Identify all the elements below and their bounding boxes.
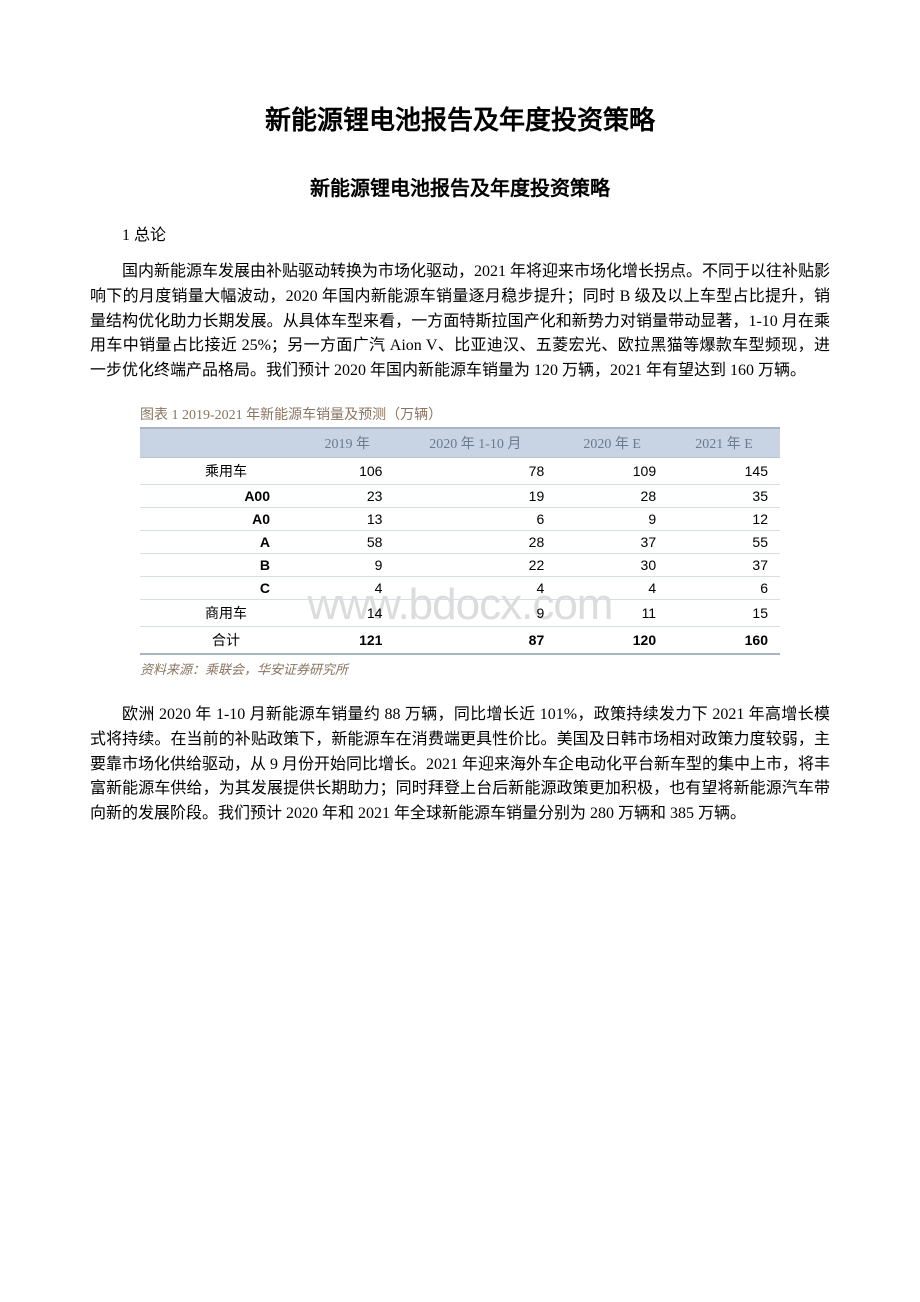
table-cell: 37 — [556, 530, 668, 553]
table-cell: 121 — [300, 626, 394, 654]
table-caption: 图表 1 2019-2021 年新能源车销量及预测（万辆） — [140, 404, 780, 424]
table-cell: 30 — [556, 553, 668, 576]
table-cell: B — [140, 553, 300, 576]
table-cell: 55 — [668, 530, 780, 553]
paragraph-2: 欧洲 2020 年 1-10 月新能源车销量约 88 万辆，同比增长近 101%… — [90, 703, 830, 827]
table-cell: 28 — [556, 484, 668, 507]
table-cell: 87 — [394, 626, 556, 654]
table-header-cell: 2021 年 E — [668, 428, 780, 458]
table-cell: 37 — [668, 553, 780, 576]
table-row: 合计12187120160 — [140, 626, 780, 654]
table-cell: 22 — [394, 553, 556, 576]
table-cell: 商用车 — [140, 599, 300, 626]
table-header-cell — [140, 428, 300, 458]
table-cell: 120 — [556, 626, 668, 654]
table-header-cell: 2020 年 1-10 月 — [394, 428, 556, 458]
table-cell: 4 — [300, 576, 394, 599]
table-cell: 合计 — [140, 626, 300, 654]
table-cell: 28 — [394, 530, 556, 553]
table-cell: C — [140, 576, 300, 599]
table-cell: 6 — [668, 576, 780, 599]
table-cell: 11 — [556, 599, 668, 626]
table-cell: 35 — [668, 484, 780, 507]
table-cell: 9 — [300, 553, 394, 576]
table-cell: 145 — [668, 457, 780, 484]
table-cell: 106 — [300, 457, 394, 484]
table-header-row: 2019 年 2020 年 1-10 月 2020 年 E 2021 年 E — [140, 428, 780, 458]
table-cell: A00 — [140, 484, 300, 507]
document-title: 新能源锂电池报告及年度投资策略 — [90, 100, 830, 137]
table-cell: 乘用车 — [140, 457, 300, 484]
table-cell: 12 — [668, 507, 780, 530]
table-cell: 78 — [394, 457, 556, 484]
sales-forecast-table: 2019 年 2020 年 1-10 月 2020 年 E 2021 年 E 乘… — [140, 427, 780, 655]
table-cell: A0 — [140, 507, 300, 530]
table-cell: 19 — [394, 484, 556, 507]
table-row: 乘用车10678109145 — [140, 457, 780, 484]
table-row: C4446 — [140, 576, 780, 599]
table-row: B9223037 — [140, 553, 780, 576]
table-cell: 6 — [394, 507, 556, 530]
table-cell: 9 — [394, 599, 556, 626]
table-row: A0136912 — [140, 507, 780, 530]
table-cell: 4 — [556, 576, 668, 599]
table-block: 图表 1 2019-2021 年新能源车销量及预测（万辆） 2019 年 202… — [140, 404, 780, 678]
section-heading: 1 总论 — [90, 221, 830, 245]
table-cell: 9 — [556, 507, 668, 530]
table-cell: 13 — [300, 507, 394, 530]
table-row: A58283755 — [140, 530, 780, 553]
table-cell: 14 — [300, 599, 394, 626]
table-cell: 23 — [300, 484, 394, 507]
table-row: 商用车1491115 — [140, 599, 780, 626]
table-cell: 4 — [394, 576, 556, 599]
table-header-cell: 2019 年 — [300, 428, 394, 458]
table-source: 资料来源：乘联会，华安证券研究所 — [140, 659, 780, 678]
table-cell: A — [140, 530, 300, 553]
table-cell: 15 — [668, 599, 780, 626]
document-content: 新能源锂电池报告及年度投资策略 新能源锂电池报告及年度投资策略 1 总论 国内新… — [90, 100, 830, 827]
document-subtitle: 新能源锂电池报告及年度投资策略 — [90, 172, 830, 201]
table-row: A0023192835 — [140, 484, 780, 507]
table-cell: 160 — [668, 626, 780, 654]
table-cell: 58 — [300, 530, 394, 553]
paragraph-1: 国内新能源车发展由补贴驱动转换为市场化驱动，2021 年将迎来市场化增长拐点。不… — [90, 260, 830, 384]
table-cell: 109 — [556, 457, 668, 484]
table-header-cell: 2020 年 E — [556, 428, 668, 458]
